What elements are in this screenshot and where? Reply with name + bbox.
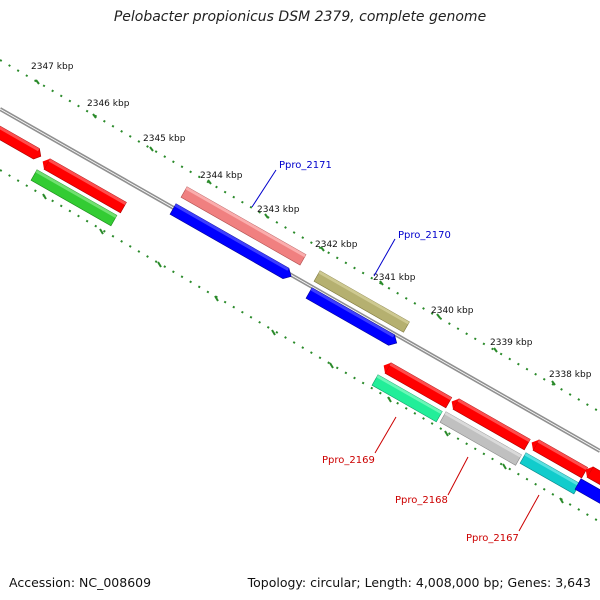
- scale-label: 2345 kbp: [143, 134, 186, 144]
- gene-block-red[interactable]: [0, 112, 44, 162]
- genome-stats-label: Topology: circular; Length: 4,008,000 bp…: [247, 575, 591, 590]
- gene-block-red[interactable]: [40, 156, 127, 214]
- gene-label-ppro-2168[interactable]: Ppro_2168: [395, 495, 448, 506]
- gene-callouts: [251, 169, 540, 532]
- gene-block-blue[interactable]: [169, 203, 294, 282]
- gene-block-red[interactable]: [381, 360, 453, 409]
- gene-label-ppro-2167[interactable]: Ppro_2167: [466, 533, 519, 544]
- gene-block-blue[interactable]: [305, 287, 400, 348]
- scale-label: 2342 kbp: [315, 240, 358, 250]
- outer-tick-ring: [0, 59, 600, 413]
- gene-block-pink[interactable]: [180, 186, 307, 266]
- gene-block-blue[interactable]: [574, 478, 600, 510]
- gene-block-red[interactable]: [583, 464, 600, 498]
- inner-major-ticks: [42, 193, 564, 504]
- genome-backbone: [0, 107, 600, 453]
- outer-major-ticks: [35, 79, 556, 386]
- gene-block-seagreen[interactable]: [371, 374, 443, 423]
- scale-label: 2338 kbp: [549, 370, 592, 380]
- gene-block-green[interactable]: [30, 169, 118, 227]
- accession-label: Accession: NC_008609: [9, 575, 152, 590]
- genome-title: Pelobacter propionicus DSM 2379, complet…: [113, 9, 487, 25]
- scale-label: 2347 kbp: [31, 62, 74, 72]
- gene-label-ppro-2170[interactable]: Ppro_2170: [398, 230, 451, 241]
- scale-label: 2346 kbp: [87, 99, 130, 109]
- scale-label: 2344 kbp: [200, 171, 243, 181]
- gene-label-ppro-2169[interactable]: Ppro_2169: [322, 455, 375, 466]
- gene-block-red[interactable]: [529, 437, 589, 479]
- gene-block-cyan[interactable]: [519, 452, 581, 495]
- gene-block-red[interactable]: [449, 396, 531, 451]
- gene-block-olive[interactable]: [313, 270, 410, 333]
- scale-label: 2341 kbp: [373, 273, 416, 283]
- scale-label: 2339 kbp: [490, 338, 533, 348]
- gene-label-ppro-2171[interactable]: Ppro_2171: [279, 160, 332, 171]
- scale-label: 2340 kbp: [431, 306, 474, 316]
- gene-track: [0, 112, 600, 510]
- gene-block-gray[interactable]: [439, 411, 522, 466]
- scale-label: 2343 kbp: [257, 205, 300, 215]
